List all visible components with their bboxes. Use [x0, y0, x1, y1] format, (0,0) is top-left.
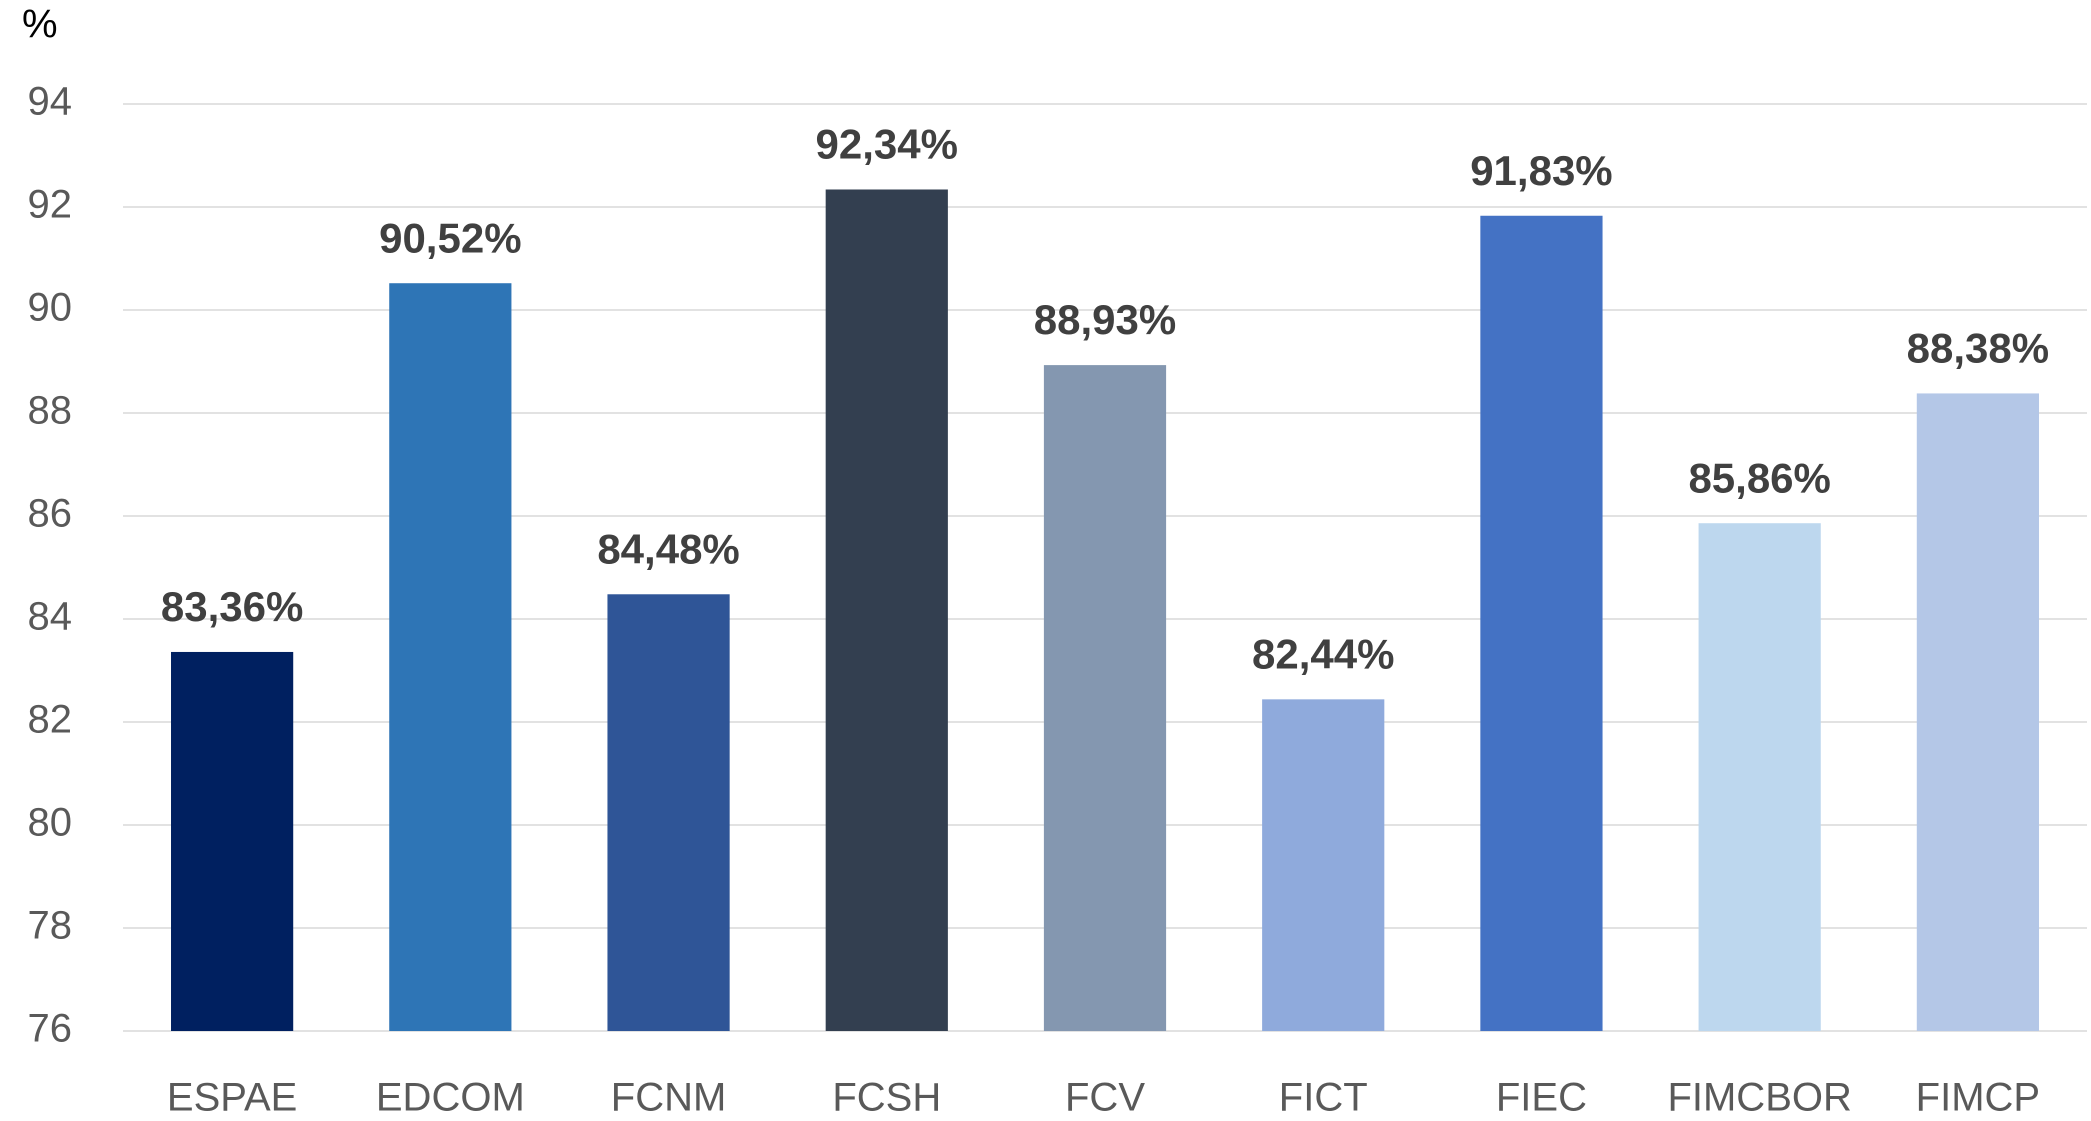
x-tick-label: ESPAE [167, 1076, 297, 1120]
value-label: 85,86% [1688, 454, 1830, 501]
x-tick-label: FICT [1279, 1076, 1368, 1120]
y-tick-label: 84 [28, 595, 73, 639]
bar [607, 594, 730, 1031]
value-label: 82,44% [1252, 630, 1394, 677]
y-axis-label: % [22, 3, 58, 47]
bar [389, 283, 512, 1032]
bar [1698, 523, 1821, 1031]
y-tick-label: 78 [28, 904, 73, 948]
value-label: 84,48% [597, 525, 739, 572]
y-tick-label: 86 [28, 492, 73, 536]
bar [1262, 699, 1385, 1031]
x-tick-label: FIMCP [1916, 1076, 2040, 1120]
value-label: 88,38% [1907, 325, 2049, 372]
x-tick-label: FIEC [1496, 1076, 1587, 1120]
x-tick-label: FIMCBOR [1667, 1076, 1851, 1120]
value-label: 90,52% [379, 214, 521, 261]
x-tick-label: EDCOM [376, 1076, 525, 1120]
y-tick-label: 82 [28, 698, 73, 742]
y-tick-label: 80 [28, 801, 73, 845]
x-tick-label: FCSH [832, 1076, 941, 1120]
x-tick-label: FCV [1065, 1076, 1145, 1120]
bar [825, 189, 948, 1032]
y-tick-label: 92 [28, 183, 73, 227]
bar [171, 651, 294, 1031]
bar [1043, 365, 1167, 1032]
value-label: 83,36% [161, 583, 303, 630]
value-label: 92,34% [816, 121, 958, 168]
bar [1480, 215, 1603, 1031]
value-label: 91,83% [1470, 147, 1612, 194]
y-tick-label: 88 [28, 389, 73, 433]
x-tick-label: FCNM [611, 1076, 727, 1120]
y-tick-label: 90 [28, 286, 73, 330]
y-tick-label: 76 [28, 1007, 73, 1051]
value-label: 88,93% [1034, 296, 1176, 343]
y-tick-label: 94 [28, 80, 73, 124]
bar [1916, 393, 2039, 1031]
